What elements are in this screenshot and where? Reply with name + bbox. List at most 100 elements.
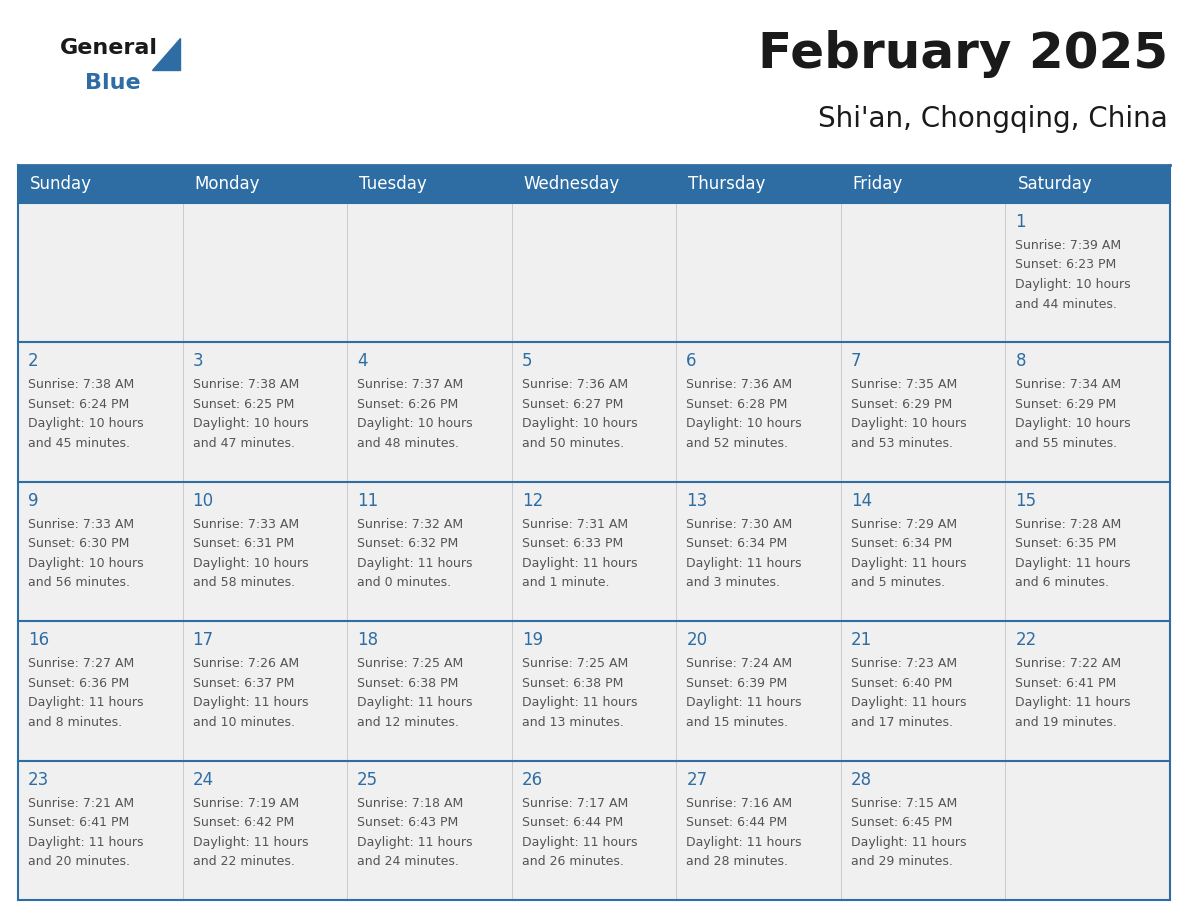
Polygon shape — [152, 38, 181, 70]
Text: Daylight: 11 hours: Daylight: 11 hours — [358, 696, 473, 710]
Text: Sunset: 6:35 PM: Sunset: 6:35 PM — [1016, 537, 1117, 550]
Text: Sunset: 6:42 PM: Sunset: 6:42 PM — [192, 816, 293, 829]
Text: 17: 17 — [192, 632, 214, 649]
Text: Sunrise: 7:33 AM: Sunrise: 7:33 AM — [192, 518, 298, 531]
Text: 12: 12 — [522, 492, 543, 509]
Text: and 28 minutes.: and 28 minutes. — [687, 855, 789, 868]
Text: and 56 minutes.: and 56 minutes. — [29, 577, 129, 589]
Text: Sunrise: 7:29 AM: Sunrise: 7:29 AM — [851, 518, 958, 531]
Text: Daylight: 11 hours: Daylight: 11 hours — [29, 696, 144, 710]
Text: Daylight: 11 hours: Daylight: 11 hours — [1016, 696, 1131, 710]
Text: 22: 22 — [1016, 632, 1037, 649]
Text: 5: 5 — [522, 353, 532, 370]
Text: and 1 minute.: and 1 minute. — [522, 577, 609, 589]
Text: Sunrise: 7:17 AM: Sunrise: 7:17 AM — [522, 797, 628, 810]
Text: 26: 26 — [522, 770, 543, 789]
Text: and 29 minutes.: and 29 minutes. — [851, 855, 953, 868]
Text: Sunrise: 7:21 AM: Sunrise: 7:21 AM — [29, 797, 134, 810]
Bar — [18, 203, 1170, 342]
Text: Daylight: 11 hours: Daylight: 11 hours — [851, 835, 966, 848]
Text: and 3 minutes.: and 3 minutes. — [687, 577, 781, 589]
Text: 1: 1 — [1016, 213, 1026, 231]
Text: and 13 minutes.: and 13 minutes. — [522, 716, 624, 729]
Text: and 48 minutes.: and 48 minutes. — [358, 437, 459, 450]
Text: Daylight: 11 hours: Daylight: 11 hours — [358, 557, 473, 570]
Bar — [18, 761, 1170, 900]
Bar — [18, 165, 1170, 203]
Text: and 0 minutes.: and 0 minutes. — [358, 577, 451, 589]
Text: Sunrise: 7:34 AM: Sunrise: 7:34 AM — [1016, 378, 1121, 391]
Text: Daylight: 11 hours: Daylight: 11 hours — [687, 696, 802, 710]
Text: Wednesday: Wednesday — [524, 175, 620, 193]
Text: 3: 3 — [192, 353, 203, 370]
Text: Sunrise: 7:26 AM: Sunrise: 7:26 AM — [192, 657, 298, 670]
Text: 20: 20 — [687, 632, 707, 649]
Text: Blue: Blue — [86, 73, 140, 93]
Text: 25: 25 — [358, 770, 378, 789]
Text: and 26 minutes.: and 26 minutes. — [522, 855, 624, 868]
Text: Sunset: 6:44 PM: Sunset: 6:44 PM — [687, 816, 788, 829]
Text: 18: 18 — [358, 632, 378, 649]
Text: Daylight: 11 hours: Daylight: 11 hours — [29, 835, 144, 848]
Text: Sunset: 6:43 PM: Sunset: 6:43 PM — [358, 816, 459, 829]
Text: Daylight: 11 hours: Daylight: 11 hours — [522, 696, 637, 710]
Text: and 55 minutes.: and 55 minutes. — [1016, 437, 1118, 450]
Text: General: General — [61, 38, 158, 58]
Text: Sunset: 6:26 PM: Sunset: 6:26 PM — [358, 397, 459, 411]
Text: and 6 minutes.: and 6 minutes. — [1016, 577, 1110, 589]
Text: Daylight: 11 hours: Daylight: 11 hours — [1016, 557, 1131, 570]
Text: 8: 8 — [1016, 353, 1026, 370]
Text: and 5 minutes.: and 5 minutes. — [851, 577, 944, 589]
Text: and 17 minutes.: and 17 minutes. — [851, 716, 953, 729]
Text: Sunday: Sunday — [30, 175, 91, 193]
Text: Sunset: 6:31 PM: Sunset: 6:31 PM — [192, 537, 293, 550]
Text: 4: 4 — [358, 353, 367, 370]
Text: Daylight: 10 hours: Daylight: 10 hours — [192, 418, 308, 431]
Text: and 19 minutes.: and 19 minutes. — [1016, 716, 1117, 729]
Text: Daylight: 11 hours: Daylight: 11 hours — [687, 835, 802, 848]
Text: Sunrise: 7:32 AM: Sunrise: 7:32 AM — [358, 518, 463, 531]
Text: Sunrise: 7:27 AM: Sunrise: 7:27 AM — [29, 657, 134, 670]
Text: Daylight: 11 hours: Daylight: 11 hours — [358, 835, 473, 848]
Text: Sunset: 6:45 PM: Sunset: 6:45 PM — [851, 816, 953, 829]
Text: and 10 minutes.: and 10 minutes. — [192, 716, 295, 729]
Text: and 12 minutes.: and 12 minutes. — [358, 716, 459, 729]
Text: Sunset: 6:38 PM: Sunset: 6:38 PM — [522, 677, 623, 689]
Text: 28: 28 — [851, 770, 872, 789]
Text: Sunrise: 7:35 AM: Sunrise: 7:35 AM — [851, 378, 958, 391]
Text: and 50 minutes.: and 50 minutes. — [522, 437, 624, 450]
Text: Daylight: 10 hours: Daylight: 10 hours — [192, 557, 308, 570]
Text: Sunrise: 7:36 AM: Sunrise: 7:36 AM — [522, 378, 627, 391]
Text: Sunset: 6:25 PM: Sunset: 6:25 PM — [192, 397, 293, 411]
Text: 9: 9 — [29, 492, 38, 509]
Text: 15: 15 — [1016, 492, 1037, 509]
Text: and 24 minutes.: and 24 minutes. — [358, 855, 459, 868]
Text: Daylight: 11 hours: Daylight: 11 hours — [522, 557, 637, 570]
Text: Daylight: 10 hours: Daylight: 10 hours — [29, 418, 144, 431]
Text: and 52 minutes.: and 52 minutes. — [687, 437, 789, 450]
Text: Sunset: 6:39 PM: Sunset: 6:39 PM — [687, 677, 788, 689]
Text: Sunrise: 7:31 AM: Sunrise: 7:31 AM — [522, 518, 627, 531]
Text: February 2025: February 2025 — [758, 30, 1168, 78]
Text: Sunset: 6:29 PM: Sunset: 6:29 PM — [851, 397, 952, 411]
Text: 14: 14 — [851, 492, 872, 509]
Text: 24: 24 — [192, 770, 214, 789]
Text: Sunrise: 7:18 AM: Sunrise: 7:18 AM — [358, 797, 463, 810]
Text: and 45 minutes.: and 45 minutes. — [29, 437, 129, 450]
Bar — [18, 621, 1170, 761]
Text: Daylight: 10 hours: Daylight: 10 hours — [522, 418, 637, 431]
Text: Sunset: 6:40 PM: Sunset: 6:40 PM — [851, 677, 953, 689]
Text: Sunset: 6:23 PM: Sunset: 6:23 PM — [1016, 259, 1117, 272]
Text: Sunset: 6:29 PM: Sunset: 6:29 PM — [1016, 397, 1117, 411]
Text: Monday: Monday — [195, 175, 260, 193]
Text: Sunset: 6:30 PM: Sunset: 6:30 PM — [29, 537, 129, 550]
Text: Sunrise: 7:33 AM: Sunrise: 7:33 AM — [29, 518, 134, 531]
Text: Sunset: 6:37 PM: Sunset: 6:37 PM — [192, 677, 293, 689]
Text: Daylight: 11 hours: Daylight: 11 hours — [851, 696, 966, 710]
Text: 16: 16 — [29, 632, 49, 649]
Text: Daylight: 10 hours: Daylight: 10 hours — [1016, 278, 1131, 291]
Text: Sunrise: 7:39 AM: Sunrise: 7:39 AM — [1016, 239, 1121, 252]
Text: Daylight: 11 hours: Daylight: 11 hours — [851, 557, 966, 570]
Text: Daylight: 11 hours: Daylight: 11 hours — [192, 835, 308, 848]
Text: Sunrise: 7:24 AM: Sunrise: 7:24 AM — [687, 657, 792, 670]
